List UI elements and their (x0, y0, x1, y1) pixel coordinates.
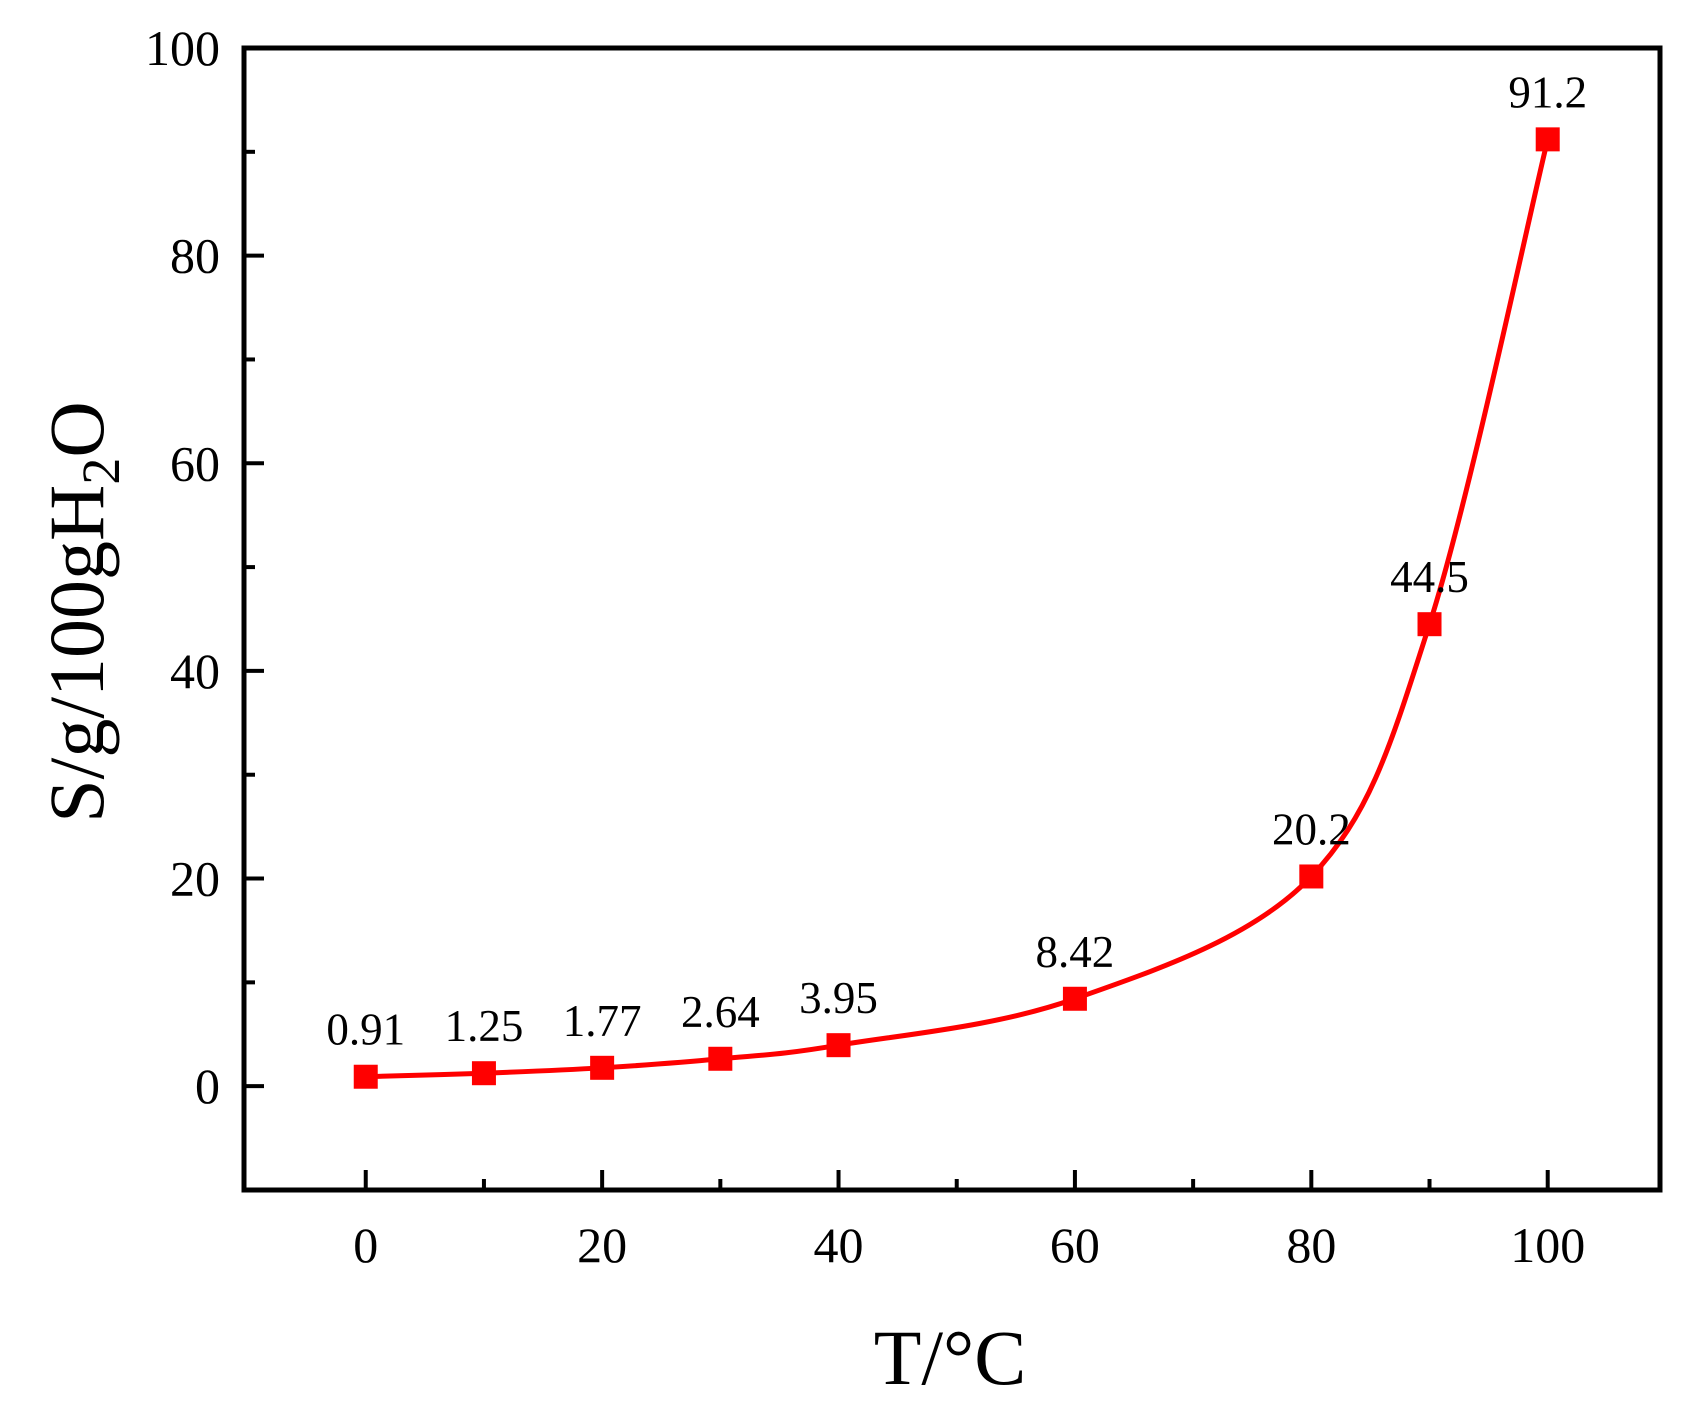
data-point-marker (1535, 127, 1560, 152)
plot-frame (241, 45, 1663, 1193)
data-point-marker (471, 1061, 496, 1086)
x-axis-title: T/°C (874, 1314, 1027, 1401)
y-axis-title: S/g/100gH2O (33, 401, 131, 822)
y-tick-label: 20 (170, 851, 220, 907)
x-tick-label: 80 (1286, 1217, 1336, 1273)
x-tick-label: 20 (577, 1217, 627, 1273)
data-value-label: 20.2 (1272, 804, 1351, 854)
series-line (365, 138, 1551, 1080)
data-value-label: 3.95 (799, 973, 878, 1023)
data-value-label: 91.2 (1508, 67, 1587, 117)
y-tick-label: 60 (170, 435, 220, 491)
data-point-marker (1299, 864, 1324, 889)
x-tick-label: 60 (1050, 1217, 1100, 1273)
x-tick-label: 100 (1510, 1217, 1585, 1273)
data-value-label: 44.5 (1390, 552, 1469, 602)
data-series (353, 127, 1560, 1089)
data-value-label: 1.77 (563, 996, 642, 1046)
y-axis-title-main: S/g/100gH (33, 485, 120, 823)
x-tick-label: 0 (353, 1217, 378, 1273)
data-value-label: 0.91 (326, 1005, 405, 1055)
data-value-label: 1.25 (445, 1001, 524, 1051)
y-tick-label: 100 (145, 20, 220, 76)
data-value-label: 2.64 (681, 987, 760, 1037)
data-point-marker (1062, 986, 1087, 1011)
data-point-marker (353, 1064, 378, 1089)
data-point-marker (590, 1055, 615, 1080)
data-point-marker (708, 1046, 733, 1071)
data-point-marker (1417, 612, 1442, 637)
y-axis-title-tail: O (33, 401, 120, 457)
y-axis-title-subscript: 2 (71, 458, 131, 485)
data-point-marker (826, 1033, 851, 1058)
x-tick-label: 40 (814, 1217, 864, 1273)
y-tick-label: 80 (170, 228, 220, 284)
tick-labels: 0 20 40 60 80 100 0 20 40 60 80 100 0.91 1.25 1.77 2.64… (145, 20, 1587, 1273)
y-tick-label: 0 (195, 1058, 220, 1114)
y-tick-label: 40 (170, 643, 220, 699)
data-value-label: 8.42 (1036, 927, 1115, 977)
